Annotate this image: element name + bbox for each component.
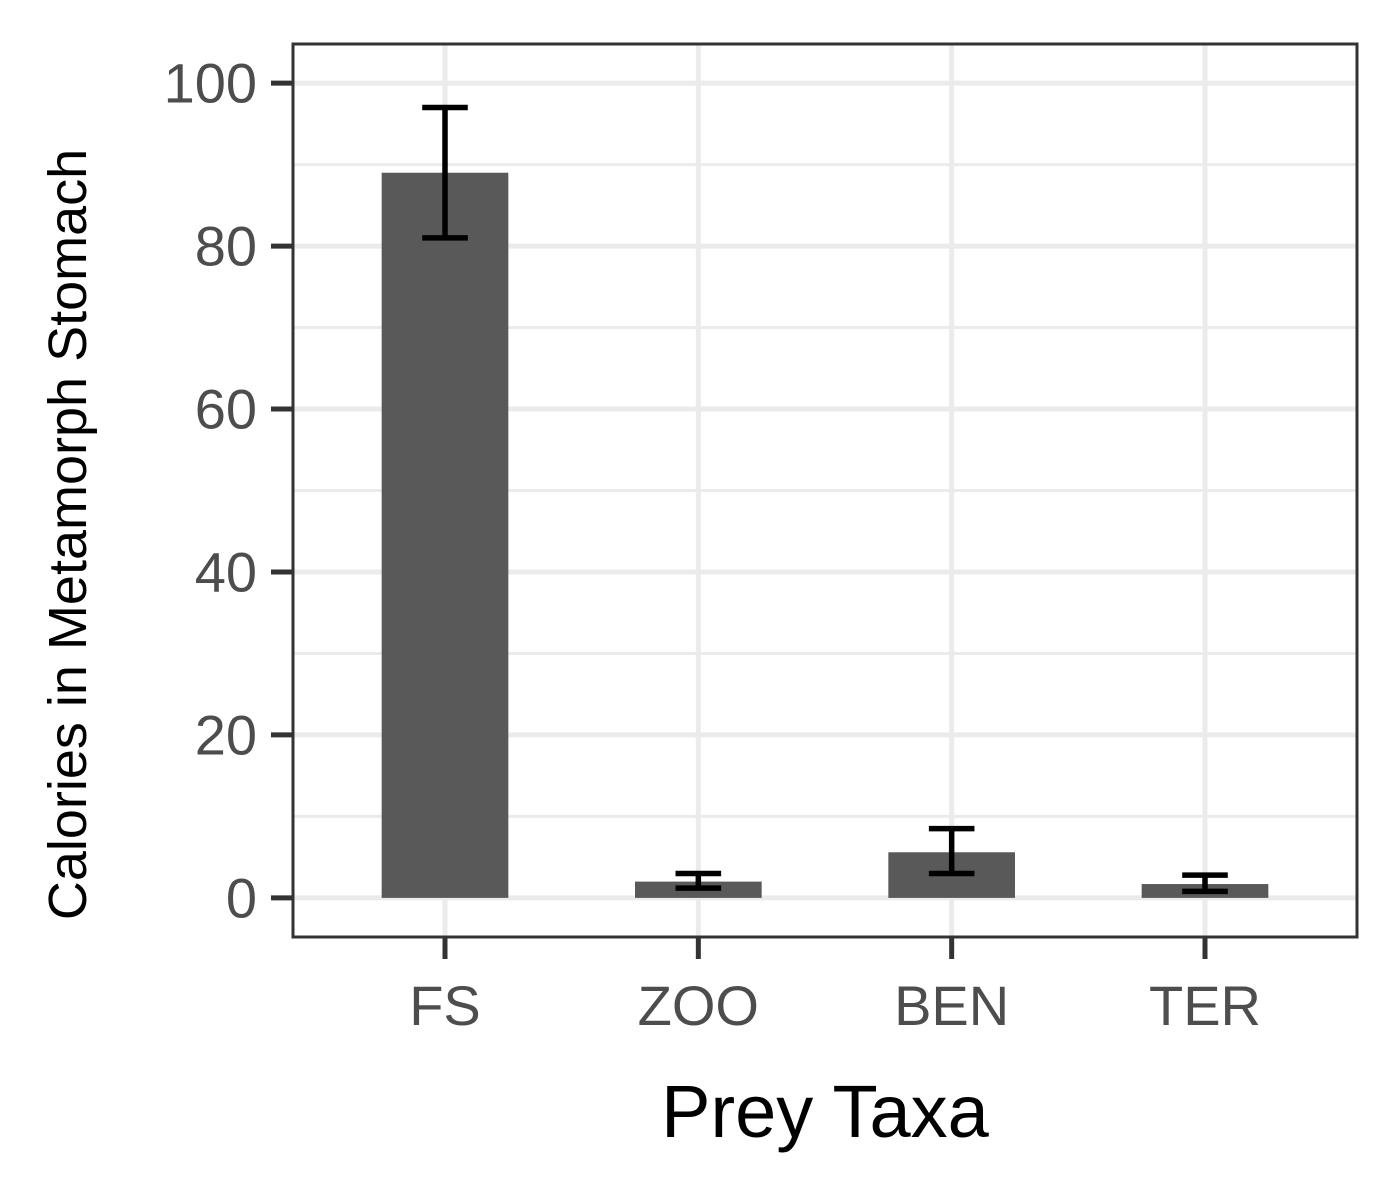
y-tick-label: 60 [195, 378, 257, 441]
y-tick-label: 0 [226, 866, 257, 929]
error-bar-ben [928, 825, 975, 877]
error-bars [422, 104, 1228, 895]
y-tick-label: 80 [195, 215, 257, 278]
x-tick-label: TER [1149, 974, 1261, 1037]
error-bar-fs [422, 104, 468, 241]
y-axis-title: Calories in Metamorph Stomach [38, 149, 98, 920]
panel-border [291, 42, 1359, 939]
y-tick-label: 100 [164, 52, 257, 115]
x-tick-label: FS [409, 974, 481, 1037]
x-tick-label: BEN [894, 974, 1009, 1037]
x-axis: FS ZOO BEN TER [409, 937, 1261, 1037]
y-axis: 0 20 40 60 80 100 [164, 52, 293, 929]
error-bar-ter [1182, 872, 1228, 895]
bar-fs [381, 172, 509, 898]
error-bar-zoo [675, 870, 722, 891]
x-tick-label: ZOO [638, 974, 759, 1037]
bars [381, 172, 1269, 898]
x-axis-title: Prey Taxa [661, 1070, 990, 1153]
y-tick-label: 40 [195, 540, 257, 603]
y-tick-label: 20 [195, 703, 257, 766]
